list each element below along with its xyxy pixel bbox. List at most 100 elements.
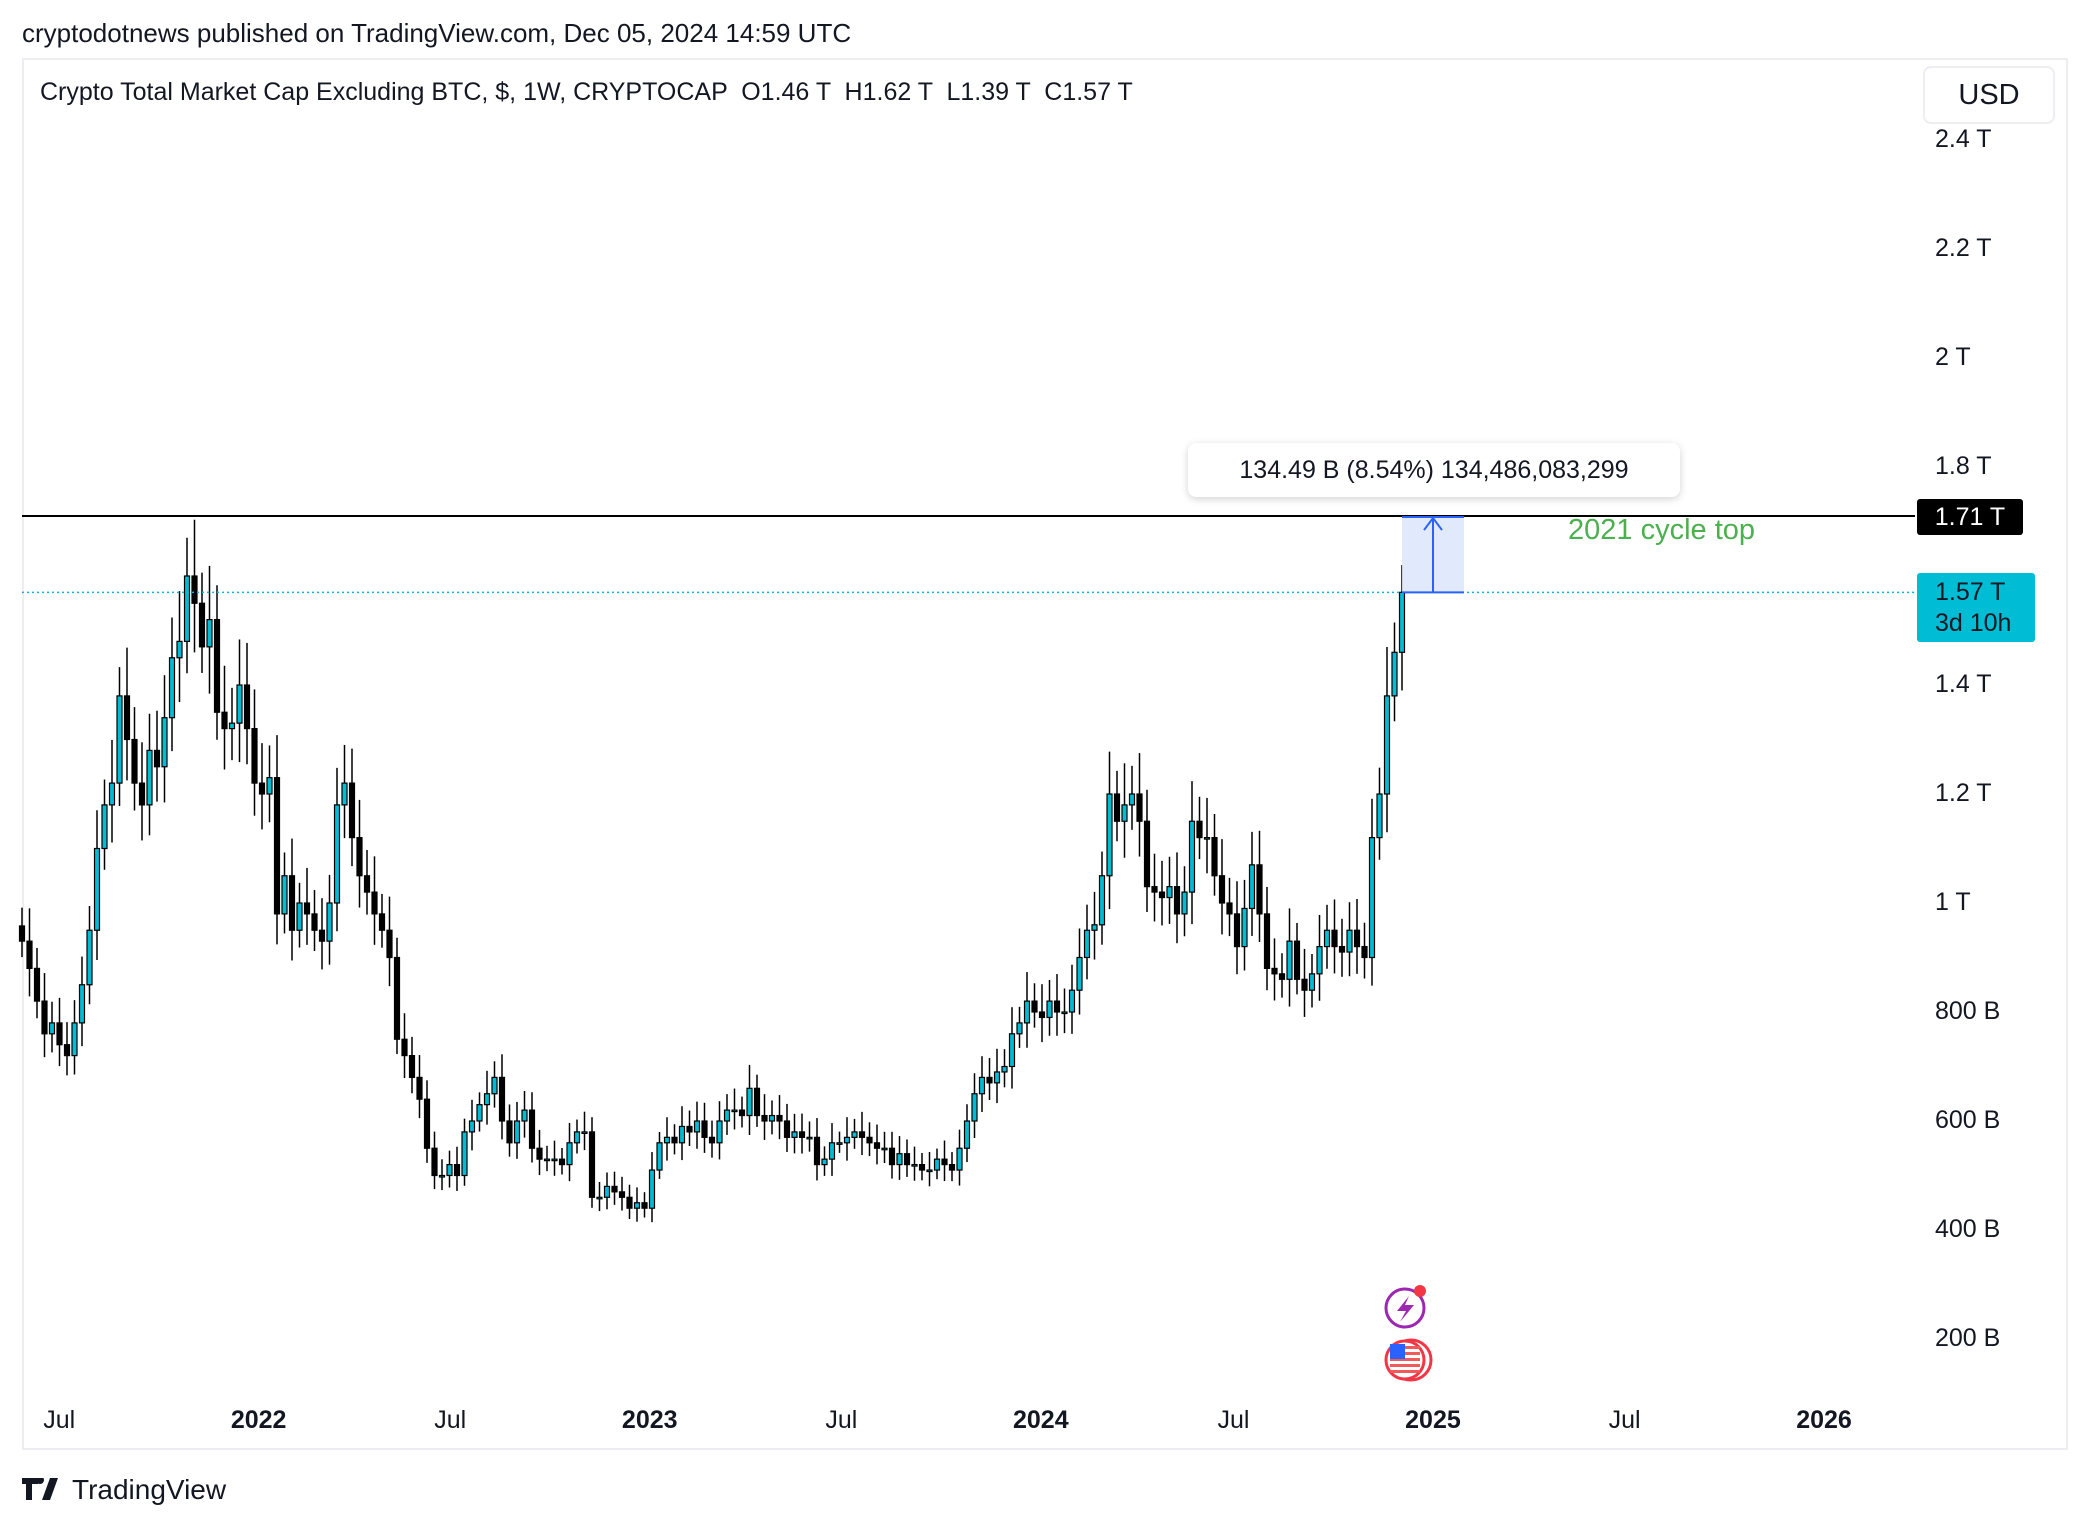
- candle-up: [513, 1120, 521, 1144]
- candle-down: [776, 1114, 783, 1122]
- candle-down: [1256, 864, 1263, 915]
- candle-down: [1196, 820, 1203, 839]
- price-tick-label: 800 B: [1935, 997, 2001, 1025]
- candle-up: [1323, 929, 1331, 948]
- candle-up: [438, 1174, 446, 1178]
- candle-down: [153, 749, 161, 768]
- candle-down: [686, 1125, 693, 1133]
- footer-brand[interactable]: TradingView: [22, 1474, 226, 1506]
- candle-up: [1391, 651, 1398, 697]
- footer-brand-text: TradingView: [72, 1474, 227, 1505]
- candle-up: [1188, 820, 1196, 893]
- candle-up: [716, 1120, 723, 1144]
- chart-legend: Crypto Total Market Cap Excluding BTC, $…: [40, 78, 1133, 107]
- candle-up: [911, 1163, 918, 1167]
- candle-down: [873, 1142, 881, 1149]
- candle-down: [401, 1038, 408, 1057]
- candle-up: [108, 782, 116, 806]
- candle-down: [213, 618, 221, 713]
- candle-up: [86, 929, 93, 986]
- price-tick-label: 2 T: [1935, 343, 1971, 371]
- candle-down: [671, 1136, 678, 1144]
- candle-down: [311, 913, 318, 931]
- candle-up: [971, 1093, 978, 1122]
- candle-down: [1038, 1011, 1046, 1019]
- candle-up: [851, 1131, 858, 1138]
- candle-up: [596, 1196, 603, 1200]
- candle-down: [1293, 940, 1301, 980]
- candle-down: [303, 902, 311, 915]
- candle-down: [26, 940, 33, 970]
- candle-up: [1346, 929, 1353, 953]
- candle-down: [1143, 820, 1151, 888]
- candle-down: [63, 1044, 71, 1057]
- candle-down: [858, 1131, 866, 1138]
- chart-frame: [22, 58, 2068, 1450]
- candle-up: [476, 1104, 483, 1122]
- candle-up: [1241, 907, 1248, 948]
- candle-up: [791, 1131, 798, 1138]
- cycle-top-annotation[interactable]: 2021 cycle top: [1568, 514, 1756, 546]
- candle-up: [1076, 956, 1083, 991]
- time-tick-label: Jul: [825, 1406, 858, 1434]
- candle-down: [528, 1109, 536, 1149]
- candle-up: [236, 684, 243, 724]
- candle-down: [1173, 886, 1181, 915]
- candle-down: [198, 602, 206, 648]
- candle-up: [993, 1071, 1001, 1084]
- candle-up: [723, 1109, 731, 1122]
- price-tick-label: 1.4 T: [1935, 670, 1992, 698]
- candle-down: [588, 1131, 596, 1198]
- candle-up: [678, 1125, 686, 1144]
- candle-up: [468, 1120, 476, 1133]
- candle-up: [161, 717, 168, 768]
- candle-down: [1263, 913, 1271, 970]
- candle-down: [41, 1000, 48, 1035]
- candle-down: [131, 738, 138, 784]
- legend-symbol: Crypto Total Market Cap Excluding BTC, $…: [40, 78, 728, 106]
- candle-up: [1068, 989, 1076, 1013]
- candle-up: [633, 1202, 641, 1209]
- candle-down: [903, 1153, 911, 1166]
- price-tick-label: 1.2 T: [1935, 779, 1992, 807]
- time-tick-label: 2022: [230, 1406, 287, 1434]
- candle-up: [1016, 1022, 1023, 1035]
- flag-stripe: [1390, 1358, 1420, 1361]
- candle-up: [1368, 836, 1376, 959]
- published-caption: cryptodotnews published on TradingView.c…: [22, 18, 852, 48]
- candle-up: [183, 575, 191, 643]
- candle-up: [978, 1076, 986, 1095]
- candle-up: [1001, 1065, 1008, 1073]
- candle-up: [228, 722, 236, 730]
- candle-up: [1181, 891, 1188, 915]
- candle-up: [881, 1147, 888, 1151]
- candle-up: [663, 1136, 671, 1144]
- candle-up: [1128, 793, 1136, 806]
- candle-up: [836, 1142, 843, 1145]
- candle-down: [393, 956, 401, 1040]
- candle-up: [176, 640, 183, 659]
- currency-button[interactable]: USD: [1923, 66, 2055, 124]
- candle-up: [446, 1163, 453, 1177]
- bar-countdown: 3d 10h: [1935, 609, 2012, 637]
- candle-down: [1338, 945, 1346, 953]
- candle-down: [888, 1147, 896, 1166]
- candle-down: [423, 1098, 431, 1149]
- candle-down: [498, 1076, 506, 1122]
- candle-down: [453, 1163, 461, 1177]
- candle-down: [318, 929, 326, 942]
- candle-up: [146, 749, 153, 806]
- candle-up: [491, 1076, 498, 1095]
- candle-down: [866, 1136, 873, 1144]
- tradingview-logo-icon: [22, 1478, 58, 1500]
- candle-down: [1113, 793, 1121, 822]
- price-tick-label: 200 B: [1935, 1324, 2001, 1352]
- horizontal-line-price-label: 1.71 T: [1917, 499, 2023, 535]
- candle-down: [371, 891, 378, 915]
- candle-up: [963, 1120, 971, 1149]
- candle-up: [648, 1169, 656, 1209]
- candle-up: [896, 1153, 903, 1166]
- candle-down: [408, 1054, 416, 1078]
- price-tick-label: 2.4 T: [1935, 125, 1992, 153]
